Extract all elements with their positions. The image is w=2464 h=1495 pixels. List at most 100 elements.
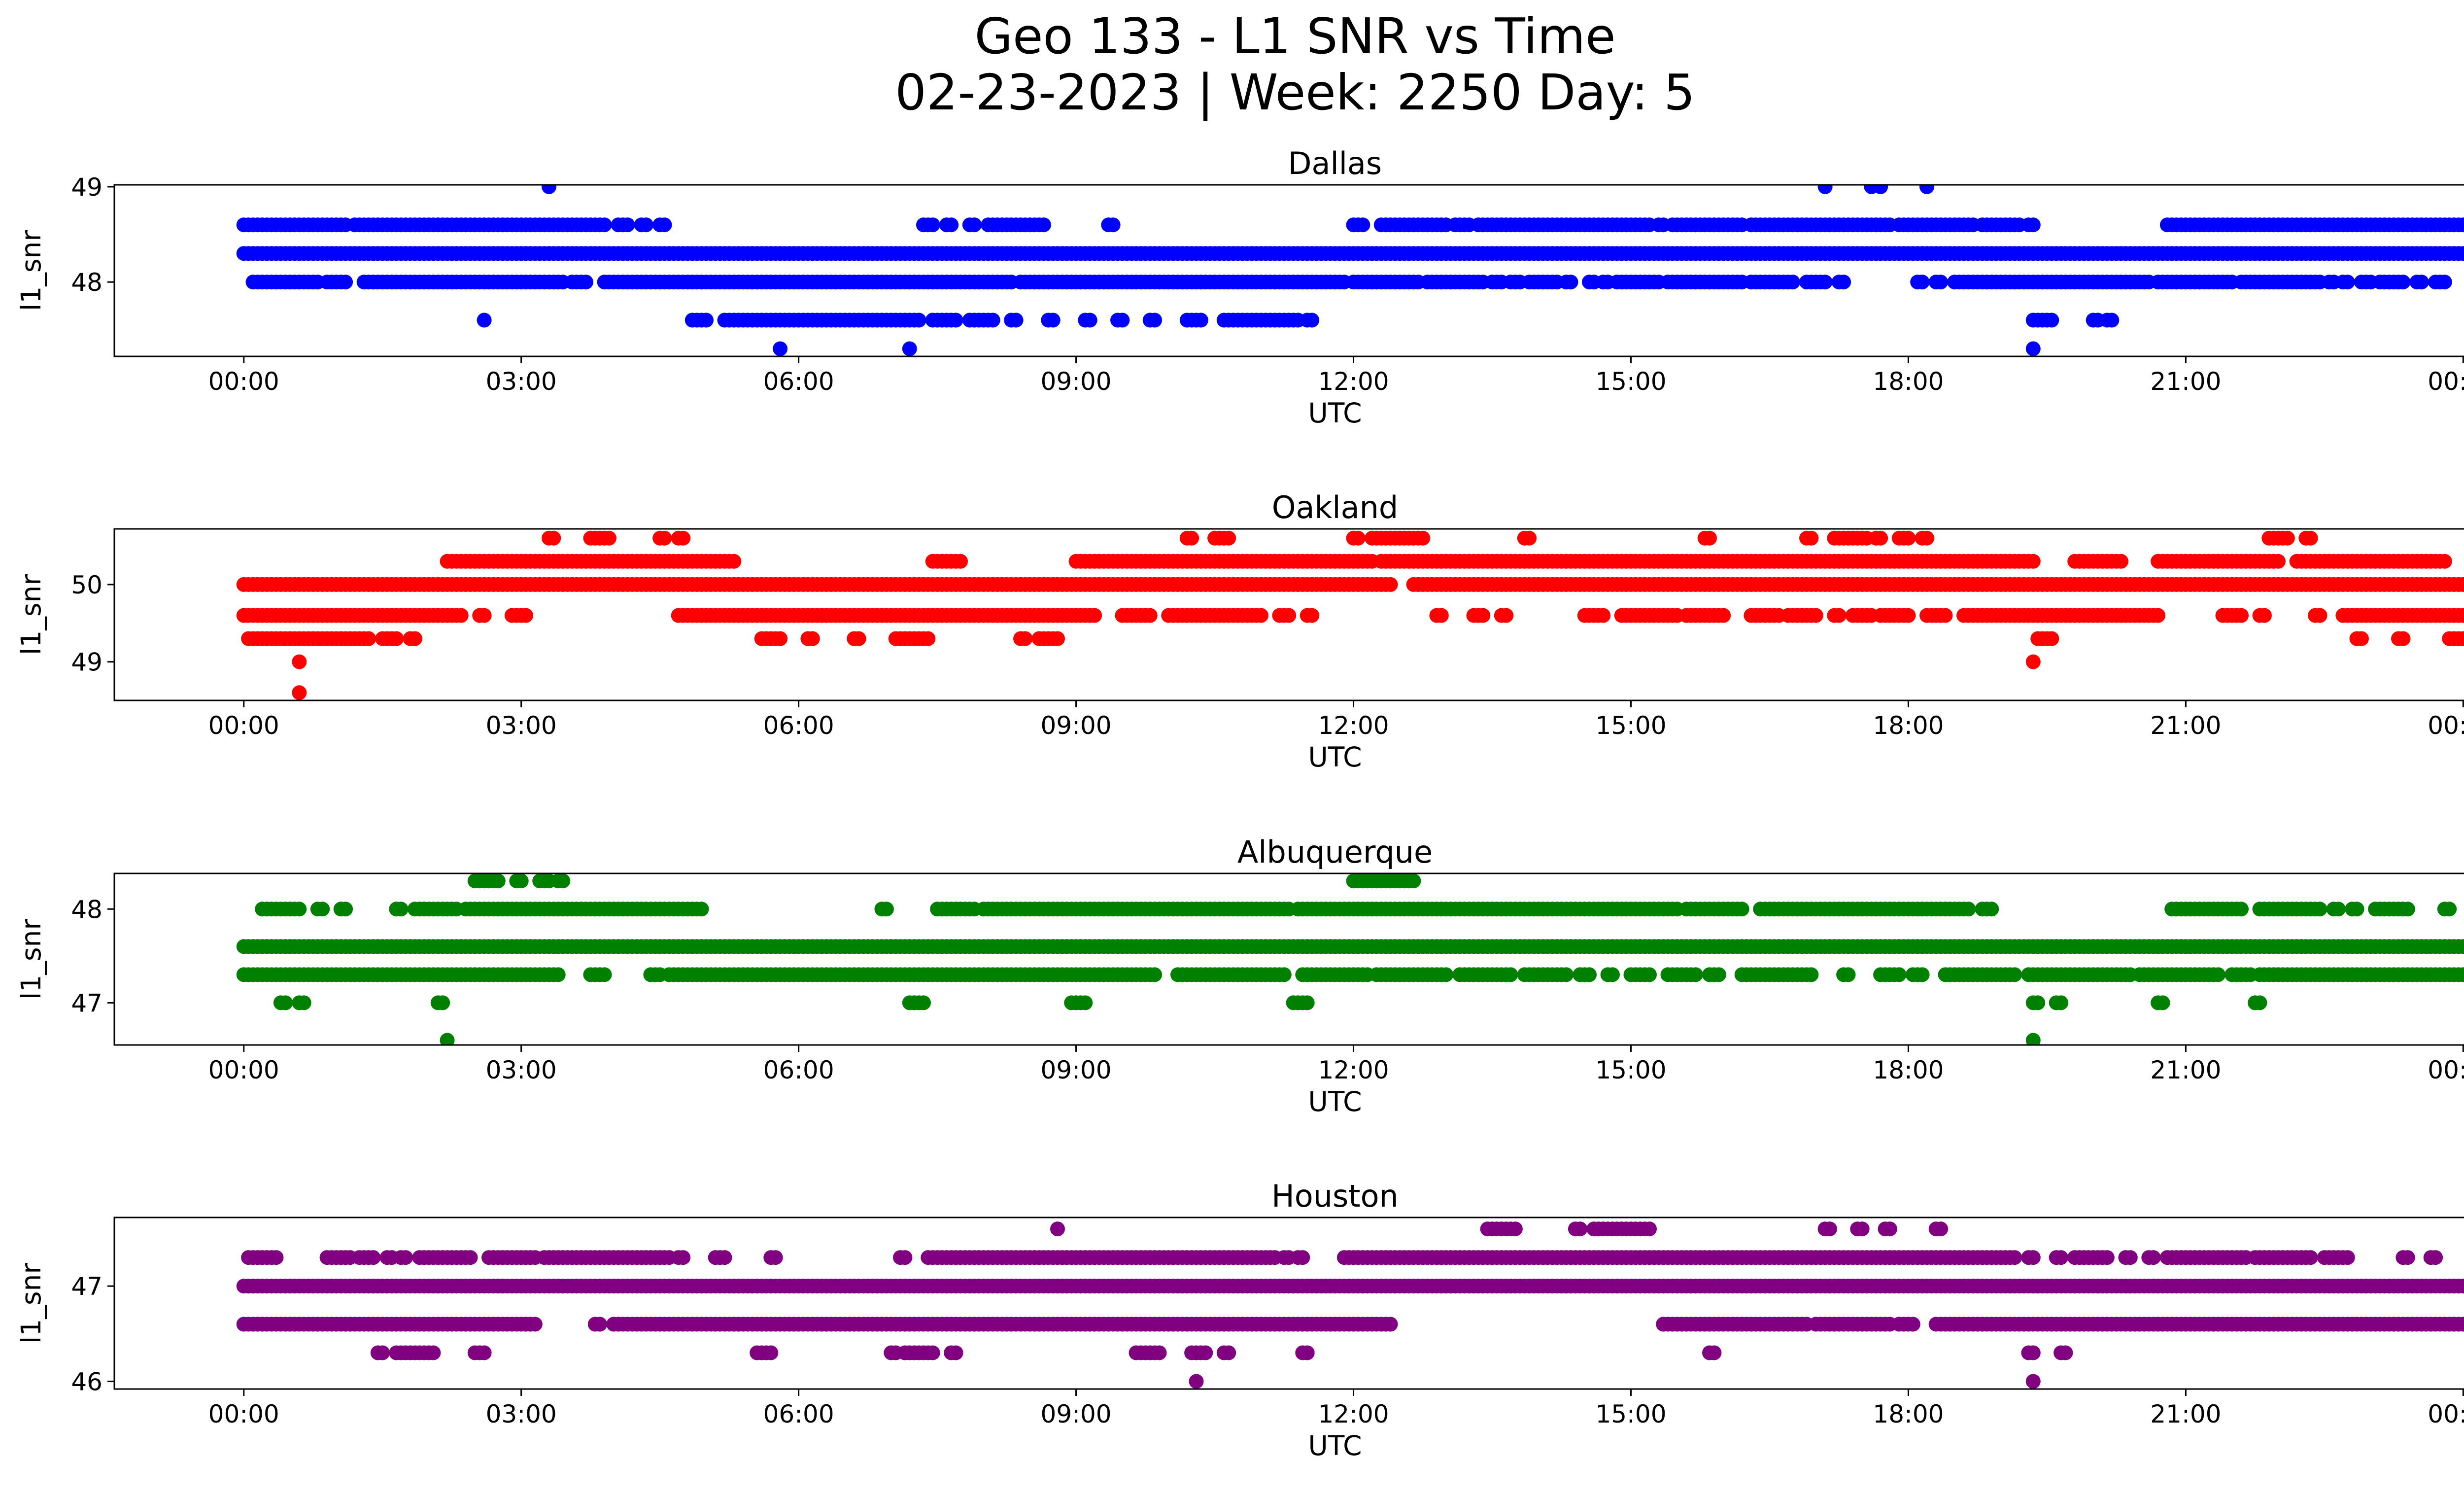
scatter-point	[1596, 608, 1611, 623]
x-tick-label: 18:00	[1873, 711, 1944, 740]
scatter-point	[597, 217, 612, 233]
scatter-point	[518, 608, 533, 623]
scatter-point	[1050, 631, 1065, 646]
subplot-title: Oakland	[1272, 489, 1399, 525]
scatter-point	[1142, 608, 1158, 623]
scatter-point	[2234, 902, 2249, 917]
scatter-point	[925, 217, 940, 233]
x-tick-label: 03:00	[486, 1056, 557, 1084]
plot-frame	[113, 528, 2464, 701]
scatter-point	[292, 654, 307, 669]
scatter-point	[953, 554, 968, 569]
scatter-point	[2442, 902, 2457, 917]
y-axis-label: l1_snr	[15, 230, 47, 311]
y-tick-label: 49	[71, 648, 103, 677]
scatter-point	[597, 967, 612, 982]
scatter-point	[1406, 873, 1421, 889]
scatter-point	[1276, 967, 1292, 982]
figure-title-line1: Geo 133 - L1 SNR vs Time	[975, 7, 1616, 65]
scatter-point	[902, 341, 917, 356]
scatter-point	[1817, 275, 1833, 290]
scatter-point	[1045, 313, 1061, 328]
scatter-point	[1605, 967, 1620, 982]
y-tick-label: 48	[71, 268, 103, 297]
scatter-point	[2025, 217, 2041, 233]
scatter-point	[2257, 608, 2272, 623]
scatter-point	[2044, 631, 2059, 646]
scatter-point	[2303, 530, 2318, 546]
x-tick-label: 03:00	[486, 711, 557, 740]
x-tick-label: 21:00	[2150, 1056, 2221, 1084]
scatter-point	[1919, 530, 1934, 546]
scatter-point	[315, 902, 330, 917]
scatter-point	[1115, 313, 1130, 328]
scatter-point	[477, 313, 492, 328]
scatter-point	[2396, 275, 2411, 290]
x-tick-label: 03:00	[486, 367, 557, 396]
scatter-series	[236, 873, 2464, 1045]
scatter-point	[440, 1033, 455, 1045]
scatter-point	[435, 995, 450, 1010]
scatter-point	[948, 313, 963, 328]
x-tick-label: 09:00	[1041, 367, 1112, 396]
scatter-point	[1785, 275, 1800, 290]
scatter-point	[1836, 275, 1851, 290]
scatter-point	[717, 1250, 732, 1265]
scatter-point	[2025, 341, 2041, 356]
scatter-point	[1702, 530, 1717, 546]
scatter-point	[897, 1250, 913, 1265]
scatter-point	[592, 1317, 608, 1332]
scatter-point	[1383, 1317, 1398, 1332]
scatter-point	[1147, 967, 1163, 982]
scatter-point	[1891, 967, 1907, 982]
scatter-point	[338, 902, 353, 917]
scatter-point	[1901, 608, 1916, 623]
x-tick-label: 18:00	[1873, 367, 1944, 396]
scatter-point	[1831, 608, 1847, 623]
x-tick-label: 12:00	[1318, 1056, 1389, 1084]
scatter-point	[1933, 275, 1949, 290]
x-tick-label: 09:00	[1041, 711, 1112, 740]
scatter-point	[2312, 608, 2327, 623]
scatter-point	[1873, 530, 1888, 546]
scatter-point	[1734, 902, 1749, 917]
x-tick-label: 15:00	[1595, 367, 1666, 396]
scatter-point	[2400, 902, 2415, 917]
scatter-point	[2331, 902, 2346, 917]
scatter-point	[269, 1250, 284, 1265]
scatter-point	[490, 873, 506, 889]
scatter-point	[1817, 185, 1833, 194]
scatter-point	[676, 530, 691, 546]
scatter-point	[389, 631, 404, 646]
scatter-point	[393, 902, 409, 917]
scatter-point	[1804, 967, 1819, 982]
scatter-point	[1961, 902, 1976, 917]
scatter-point	[2456, 608, 2464, 623]
scatter-point	[2025, 1033, 2041, 1045]
scatter-point	[1808, 608, 1823, 623]
x-tick-label: 00:00	[2428, 1056, 2464, 1084]
scatter-point	[527, 1317, 543, 1332]
scatter-point	[1915, 275, 1930, 290]
y-tick-label: 49	[71, 173, 103, 202]
x-tick-label: 09:00	[1041, 1056, 1112, 1084]
scatter-point	[1915, 967, 1930, 982]
scatter-point	[911, 313, 926, 328]
scatter-point	[2114, 554, 2128, 569]
plot-frame	[113, 184, 2464, 357]
plot-frame	[113, 872, 2464, 1046]
scatter-point	[2456, 577, 2464, 592]
subplot-title: Albuquerque	[1237, 834, 1433, 870]
scatter-point	[2456, 246, 2464, 261]
scatter-point	[1873, 185, 1888, 194]
scatter-point	[2428, 275, 2443, 290]
scatter-point	[1938, 608, 1953, 623]
scatter-point	[1087, 608, 1102, 623]
scatter-point	[1078, 995, 1093, 1010]
scatter-point	[1253, 608, 1268, 623]
scatter-point	[1193, 313, 1208, 328]
